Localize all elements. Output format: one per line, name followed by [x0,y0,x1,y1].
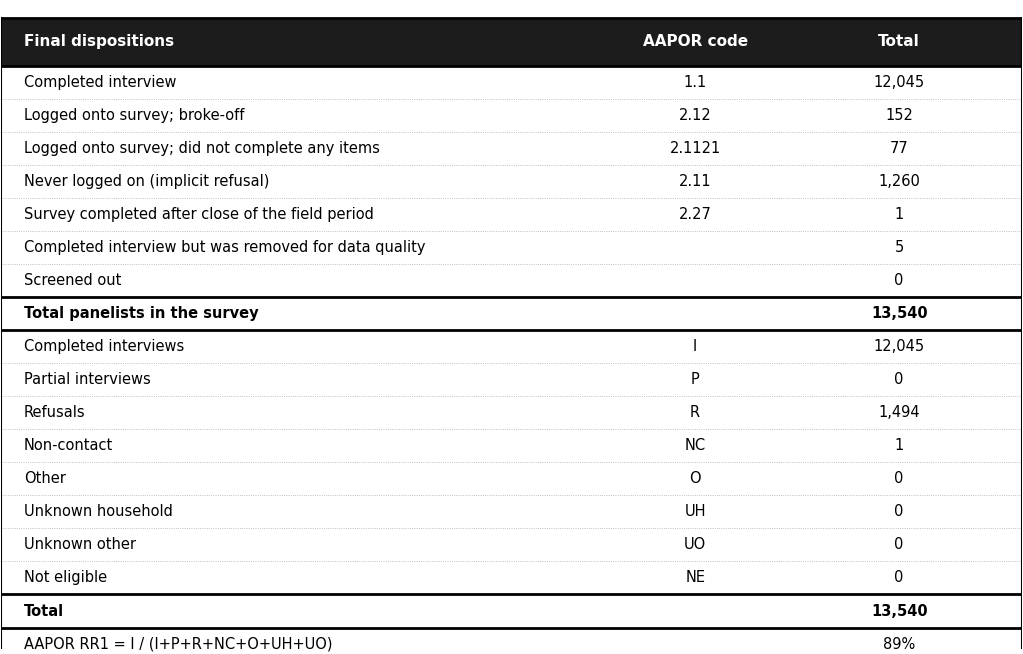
Text: 13,540: 13,540 [871,604,928,619]
Text: UH: UH [684,504,706,519]
Text: 2.11: 2.11 [679,174,711,189]
Text: I: I [693,339,698,354]
Text: AAPOR code: AAPOR code [642,35,748,49]
Bar [1,298,1022,330]
Text: 0: 0 [894,372,904,387]
Text: Completed interviews: Completed interviews [24,339,184,354]
Text: 12,045: 12,045 [874,339,925,354]
Text: Other: Other [24,472,65,487]
Text: 1.1: 1.1 [683,75,707,90]
Bar [1,364,1022,396]
Text: 1: 1 [894,207,903,222]
Bar [1,594,1022,628]
Text: Logged onto survey; did not complete any items: Logged onto survey; did not complete any… [24,141,380,156]
Bar [1,528,1022,562]
Text: O: O [690,472,701,487]
Text: Partial interviews: Partial interviews [24,372,150,387]
Bar [1,66,1022,99]
Text: Unknown other: Unknown other [24,538,136,553]
Bar [1,462,1022,496]
Text: Logged onto survey; broke-off: Logged onto survey; broke-off [24,108,244,123]
Text: 152: 152 [885,108,914,123]
Text: 0: 0 [894,504,904,519]
Text: Refusals: Refusals [24,405,86,421]
Text: 2.12: 2.12 [679,108,712,123]
Bar [1,430,1022,462]
Bar [1,198,1022,232]
Text: NE: NE [685,570,705,585]
Bar [1,496,1022,528]
Text: Final dispositions: Final dispositions [24,35,174,49]
Text: 12,045: 12,045 [874,75,925,90]
Text: 1,494: 1,494 [879,405,920,421]
Text: 89%: 89% [883,636,916,651]
Bar [1,628,1022,654]
Text: NC: NC [684,438,706,453]
Text: Survey completed after close of the field period: Survey completed after close of the fiel… [24,207,373,222]
Text: Completed interview: Completed interview [24,75,176,90]
Text: Screened out: Screened out [24,273,121,288]
Bar [1,264,1022,298]
Text: Never logged on (implicit refusal): Never logged on (implicit refusal) [24,174,269,189]
Text: 5: 5 [894,240,903,255]
Text: P: P [691,372,700,387]
Text: Total panelists in the survey: Total panelists in the survey [24,306,259,321]
Bar [1,232,1022,264]
Text: 0: 0 [894,538,904,553]
Bar [1,132,1022,165]
Text: 1,260: 1,260 [879,174,920,189]
Text: Total: Total [879,35,920,49]
Text: 0: 0 [894,472,904,487]
Text: 2.1121: 2.1121 [669,141,721,156]
Text: R: R [691,405,700,421]
Text: Total: Total [24,604,64,619]
Bar [1,396,1022,430]
Text: Not eligible: Not eligible [24,570,107,585]
Text: 13,540: 13,540 [871,306,928,321]
Text: 1: 1 [894,438,903,453]
Text: Non-contact: Non-contact [24,438,114,453]
Text: Unknown household: Unknown household [24,504,173,519]
Text: 0: 0 [894,273,904,288]
Bar [1,99,1022,132]
Bar [1,562,1022,594]
Bar [1,165,1022,198]
Text: 2.27: 2.27 [678,207,712,222]
Text: AAPOR RR1 = I / (I+P+R+NC+O+UH+UO): AAPOR RR1 = I / (I+P+R+NC+O+UH+UO) [24,636,332,651]
Text: Completed interview but was removed for data quality: Completed interview but was removed for … [24,240,426,255]
Text: UO: UO [684,538,706,553]
Bar [1,18,1022,66]
Text: 77: 77 [890,141,908,156]
Text: 0: 0 [894,570,904,585]
Bar [1,330,1022,364]
